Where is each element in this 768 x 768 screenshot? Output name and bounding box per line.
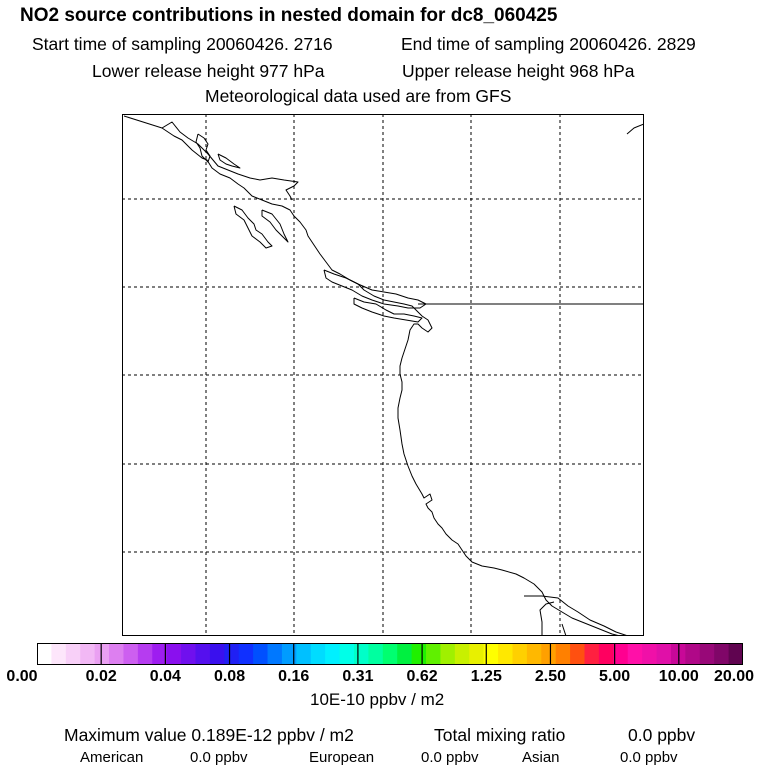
- map-svg: [122, 114, 644, 636]
- american-value: 0.0 ppbv: [190, 749, 248, 766]
- colorbar-swatch: [325, 643, 341, 665]
- coastline-strait: [261, 209, 289, 243]
- map-title: NO2 source contributions in nested domai…: [20, 5, 558, 26]
- coastline-southeast-inlet: [539, 601, 555, 636]
- colorbar-tick-label: 0.00: [6, 668, 38, 685]
- colorbar-swatch: [397, 643, 413, 665]
- coastline-bay: [217, 153, 241, 169]
- max-value-label: Maximum value 0.189E-12 ppbv / m2: [64, 725, 354, 745]
- colorbar-swatch: [656, 643, 672, 665]
- coastline-estuary-south: [353, 297, 423, 323]
- met-data-label: Meteorological data used are from GFS: [205, 86, 512, 106]
- coastline-sound: [233, 205, 273, 249]
- asian-label: Asian: [522, 749, 560, 766]
- colorbar-swatch: [570, 643, 586, 665]
- colorbar-swatch: [123, 643, 139, 665]
- colorbar-swatch: [426, 643, 441, 665]
- asian-value: 0.0 ppbv: [620, 749, 678, 766]
- colorbar-swatch: [699, 643, 715, 665]
- colorbar-units: 10E-10 ppbv / m2: [310, 690, 445, 709]
- map-panel: [122, 114, 644, 636]
- colorbar-swatch: [598, 643, 614, 665]
- total-mixing-value: 0.0 ppbv: [628, 725, 696, 745]
- colorbar-swatch: [498, 643, 513, 665]
- european-value: 0.0 ppbv: [421, 749, 479, 766]
- colorbar-swatch: [368, 643, 384, 665]
- colorbar-swatch: [685, 643, 701, 665]
- colorbar-border: [37, 643, 743, 665]
- colorbar-swatch: [51, 643, 67, 665]
- colorbar-swatch: [209, 643, 225, 665]
- colorbar-swatch: [555, 643, 571, 665]
- end-time-label: End time of sampling 20060426. 2829: [401, 34, 696, 54]
- colorbar-tick-label: 5.00: [599, 668, 631, 685]
- coastline-northeast: [626, 123, 644, 135]
- colorbar-swatch: [80, 643, 96, 665]
- coastline-southeast: [524, 595, 629, 636]
- colorbar-tick-label: 0.08: [213, 668, 246, 685]
- colorbar-swatch: [109, 643, 124, 665]
- colorbar-swatch: [137, 643, 153, 665]
- graticule: [122, 114, 644, 636]
- colorbar-tick-label: 20.00: [713, 668, 755, 685]
- colorbar-swatch: [267, 643, 283, 665]
- colorbar-swatch: [382, 643, 398, 665]
- colorbar-swatch: [353, 643, 369, 665]
- colorbar-swatch: [411, 643, 427, 665]
- colorbar-swatch: [195, 643, 211, 665]
- colorbar-swatch: [152, 643, 168, 665]
- colorbar-swatch: [281, 643, 297, 665]
- colorbar-swatch: [65, 643, 81, 665]
- coastline-north-inlet: [161, 121, 299, 201]
- colorbar-swatch: [339, 643, 355, 665]
- american-label: American: [80, 749, 144, 766]
- colorbar-tick-label: 0.31: [342, 668, 374, 685]
- colorbar-swatch: [469, 643, 485, 665]
- coastlines: [123, 115, 644, 636]
- colorbar-swatch: [296, 643, 312, 665]
- colorbar-swatch: [94, 643, 110, 665]
- colorbar-swatch: [526, 643, 542, 665]
- colorbar-tick-label: 1.25: [470, 668, 502, 685]
- lower-release-label: Lower release height 977 hPa: [92, 61, 325, 81]
- colorbar-swatch: [166, 643, 182, 665]
- colorbar-swatch: [181, 643, 196, 665]
- colorbar-swatch: [224, 643, 240, 665]
- coastline-bay-south: [561, 623, 567, 636]
- colorbar-swatch: [613, 643, 629, 665]
- colorbar-svg: [36, 643, 744, 665]
- colorbar-tick-label: 0.04: [149, 668, 181, 685]
- total-mixing-label: Total mixing ratio: [434, 725, 566, 745]
- colorbar-tick-label: 0.62: [406, 668, 438, 685]
- colorbar: [36, 643, 744, 665]
- coastline-estuary: [323, 269, 427, 309]
- european-label: European: [309, 749, 375, 766]
- colorbar-tick-label: 0.16: [278, 668, 310, 685]
- colorbar-swatch: [310, 643, 326, 665]
- colorbar-swatch: [541, 643, 557, 665]
- coastline-island: [195, 133, 211, 163]
- colorbar-swatch: [642, 643, 658, 665]
- upper-release-label: Upper release height 968 hPa: [402, 61, 635, 81]
- colorbar-swatch: [238, 643, 254, 665]
- start-time-label: Start time of sampling 20060426. 2716: [32, 34, 333, 54]
- colorbar-swatch: [714, 643, 730, 665]
- colorbar-swatch: [454, 643, 470, 665]
- colorbar-tick-label: 0.02: [85, 668, 117, 685]
- colorbar-swatch: [728, 643, 744, 665]
- colorbar-swatch: [512, 643, 528, 665]
- colorbar-swatch: [483, 643, 499, 665]
- colorbar-swatch: [253, 643, 269, 665]
- colorbar-swatch: [584, 643, 600, 665]
- colorbar-swatch: [440, 643, 456, 665]
- colorbar-swatch: [37, 643, 52, 665]
- colorbar-tick-label: 2.50: [534, 668, 567, 685]
- colorbar-swatch: [627, 643, 643, 665]
- colorbar-tick-label: 10.00: [658, 668, 699, 685]
- coastline-main: [123, 115, 621, 636]
